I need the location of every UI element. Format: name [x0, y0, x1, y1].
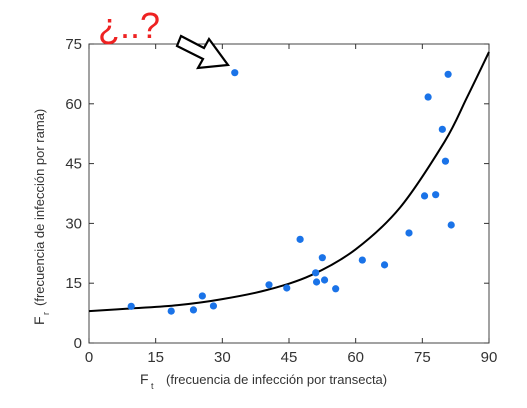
data-point	[432, 191, 440, 199]
x-tick-label: 60	[347, 349, 364, 366]
data-point	[167, 307, 175, 315]
y-axis-subscript: r	[41, 312, 51, 315]
data-point	[283, 284, 291, 292]
y-tick-label: 0	[74, 335, 82, 352]
x-tick-label: 0	[85, 349, 93, 366]
data-point	[438, 125, 446, 133]
data-point	[320, 276, 329, 284]
data-point	[198, 292, 206, 300]
data-point	[405, 229, 413, 237]
data-point	[444, 70, 452, 78]
plot-frame	[88, 43, 490, 344]
data-point	[265, 281, 273, 289]
y-tick-label: 15	[65, 275, 82, 292]
x-tick-label: 30	[214, 349, 231, 366]
data-point	[189, 306, 198, 314]
data-point	[424, 93, 432, 101]
x-axis-symbol: F	[140, 371, 149, 387]
data-point	[332, 285, 340, 293]
y-tick-labels: 0 15 30 45 60 75	[65, 36, 82, 352]
data-point	[447, 221, 455, 229]
y-axis-label: (frecuencia de infección por rama)	[32, 109, 47, 306]
data-point	[127, 302, 135, 310]
y-axis-symbol: F	[31, 316, 47, 325]
x-tick-label: 45	[281, 349, 298, 366]
data-point	[358, 256, 366, 264]
data-point	[312, 269, 320, 277]
data-point	[380, 261, 389, 269]
data-point	[420, 192, 429, 200]
x-tick-label: 15	[147, 349, 164, 366]
x-tick-label: 90	[481, 349, 498, 366]
fit-curve	[88, 51, 490, 313]
x-axis-label: (frecuencia de infección por transecta)	[166, 372, 387, 387]
annotation-text: ¿..?	[98, 5, 160, 46]
data-point	[312, 278, 321, 286]
y-tick-label: 30	[65, 215, 82, 232]
data-point	[209, 302, 218, 310]
data-point	[441, 157, 450, 165]
y-axis-title: F r (frecuencia de infección por rama)	[31, 109, 51, 325]
data-points	[127, 69, 455, 315]
y-tick-label: 75	[65, 36, 82, 53]
x-tick-label: 75	[414, 349, 431, 366]
axis-ticks	[88, 43, 490, 344]
data-point	[318, 254, 326, 262]
y-tick-label: 45	[65, 156, 82, 173]
annotation-arrow-icon	[175, 34, 231, 70]
x-axis-subscript: t	[151, 381, 154, 391]
y-tick-label: 60	[65, 96, 82, 113]
x-tick-labels: 0 15 30 45 60 75 90	[85, 349, 498, 366]
data-point	[296, 235, 304, 243]
data-point	[231, 69, 239, 77]
